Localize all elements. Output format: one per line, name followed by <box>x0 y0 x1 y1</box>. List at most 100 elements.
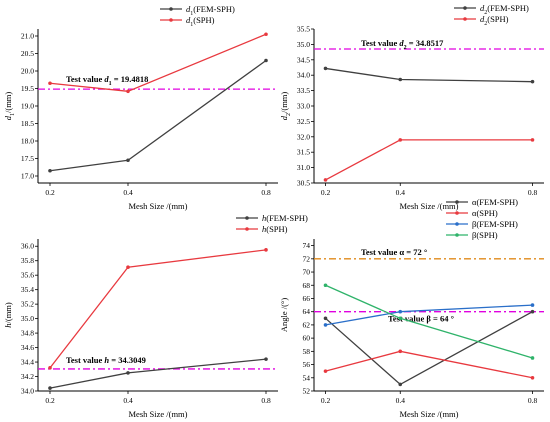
reference-label: Test value β = 64 ° <box>388 314 454 324</box>
y-tick-label: 56 <box>303 360 311 369</box>
y-tick-label: 70 <box>303 268 311 277</box>
legend-label: h(FEM-SPH) <box>262 213 308 223</box>
y-tick-label: 58 <box>303 347 311 356</box>
y-tick-label: 62 <box>303 320 311 329</box>
data-point <box>48 168 52 173</box>
data-point <box>530 375 535 380</box>
y-tick-label: 21.0 <box>21 32 34 41</box>
y-tick-label: 66 <box>303 294 311 303</box>
reference-label: Test value α = 72 ° <box>361 247 427 257</box>
data-point <box>126 371 130 375</box>
y-tick-label: 34.8 <box>21 329 34 338</box>
y-axis-title: Angle /(°) <box>279 298 289 332</box>
y-tick-label: 35.2 <box>21 300 34 309</box>
data-point <box>264 58 268 63</box>
data-point <box>323 283 328 288</box>
legend-label: β(FEM-SPH) <box>472 219 518 229</box>
y-tick-label: 17.5 <box>21 154 34 163</box>
legend-label: d1(FEM-SPH) <box>186 4 235 17</box>
x-tick-label: 0.8 <box>528 188 538 197</box>
data-point <box>323 323 328 327</box>
reference-label: Test value d1 = 19.4818 <box>66 74 148 87</box>
x-tick-label: 0.8 <box>261 188 271 197</box>
y-tick-label: 35.5 <box>297 25 310 34</box>
chart-panel-2: 30.5 31.0 31.5 32.0 32.5 33.0 33.5 34.0 34.5 35.0… <box>279 3 544 211</box>
x-tick-label: 0.4 <box>123 396 133 405</box>
data-point <box>530 138 535 142</box>
y-tick-label: 19.5 <box>21 84 34 93</box>
data-point <box>398 316 403 321</box>
data-point <box>398 138 403 142</box>
data-point <box>126 158 130 163</box>
data-point <box>530 309 535 314</box>
x-axis-title: Mesh Size /(mm) <box>399 409 458 419</box>
legend-marker <box>455 200 459 204</box>
y-tick-label: 17.0 <box>21 172 34 181</box>
y-tick-label: 52 <box>303 387 311 396</box>
x-axis-title: Mesh Size /(mm) <box>128 201 187 211</box>
data-point <box>323 316 328 321</box>
legend-marker <box>245 227 249 231</box>
y-tick-label: 35.0 <box>21 314 34 323</box>
data-point <box>48 366 52 370</box>
data-point <box>530 303 535 307</box>
series-line <box>49 249 267 369</box>
reference-label: Test value h = 34.3049 <box>66 355 146 365</box>
y-axis-title: d1/(mm) <box>3 92 16 121</box>
y-axis-title: d2/(mm) <box>279 92 292 121</box>
data-point <box>323 369 328 373</box>
y-tick-label: 34.6 <box>21 343 34 352</box>
x-axis-title: Mesh Size /(mm) <box>399 201 458 211</box>
series-line <box>325 139 533 181</box>
y-tick-label: 60 <box>303 334 311 343</box>
legend-label: h(SPH) <box>262 224 288 234</box>
y-tick-label: 34.5 <box>297 55 310 64</box>
y-tick-label: 74 <box>303 241 311 250</box>
legend-label: d1(SPH) <box>186 15 215 28</box>
y-tick-label: 33.0 <box>297 102 310 111</box>
legend-marker <box>455 222 459 226</box>
y-tick-label: 31.0 <box>297 163 310 172</box>
legend-marker <box>455 233 459 237</box>
data-point <box>323 178 328 182</box>
legend-label: β(SPH) <box>472 230 498 240</box>
y-axis-title: h/(mm) <box>3 302 13 328</box>
legend-marker <box>455 211 459 215</box>
y-tick-label: 34.2 <box>21 372 34 381</box>
data-point <box>530 356 535 360</box>
y-tick-label: 35.6 <box>21 271 34 280</box>
y-tick-label: 35.4 <box>21 285 34 294</box>
x-tick-label: 0.2 <box>321 188 331 197</box>
data-point <box>126 265 130 270</box>
legend-label: α(SPH) <box>472 208 498 218</box>
y-tick-label: 33.5 <box>297 86 310 95</box>
y-tick-label: 54 <box>303 373 311 382</box>
y-tick-label: 35.8 <box>21 256 34 265</box>
series-line <box>325 350 533 379</box>
data-point <box>264 248 268 252</box>
data-point <box>530 79 535 84</box>
chart-panel-3: 34.0 34.2 34.4 34.6 34.8 35.0 35.2 35.4 35.6 35.8… <box>3 213 308 419</box>
legend-label: α(FEM-SPH) <box>472 197 518 207</box>
data-point <box>48 81 52 86</box>
series-line <box>325 67 533 83</box>
data-point <box>48 386 52 390</box>
data-point <box>264 32 268 37</box>
data-point <box>398 77 403 82</box>
y-tick-label: 34.0 <box>297 71 310 80</box>
legend-label: d2(FEM-SPH) <box>480 3 529 16</box>
y-tick-label: 19.0 <box>21 102 34 111</box>
x-tick-label: 0.4 <box>123 188 133 197</box>
x-tick-label: 0.2 <box>321 396 331 405</box>
y-tick-label: 30.5 <box>297 179 310 188</box>
y-tick-label: 34.4 <box>21 358 34 367</box>
legend-marker <box>463 6 467 10</box>
x-tick-label: 0.8 <box>528 396 538 405</box>
x-tick-label: 0.2 <box>45 188 55 197</box>
data-point <box>264 357 268 361</box>
reference-label: Test value d2 = 34.8517 <box>361 38 444 51</box>
y-tick-label: 32.5 <box>297 117 310 126</box>
chart-panel-4: 52 54 56 58 60 62 64 66 68 70 72 74 0.2 0.4 0.8 Mesh Si… <box>279 197 544 419</box>
y-tick-label: 20.0 <box>21 67 34 76</box>
